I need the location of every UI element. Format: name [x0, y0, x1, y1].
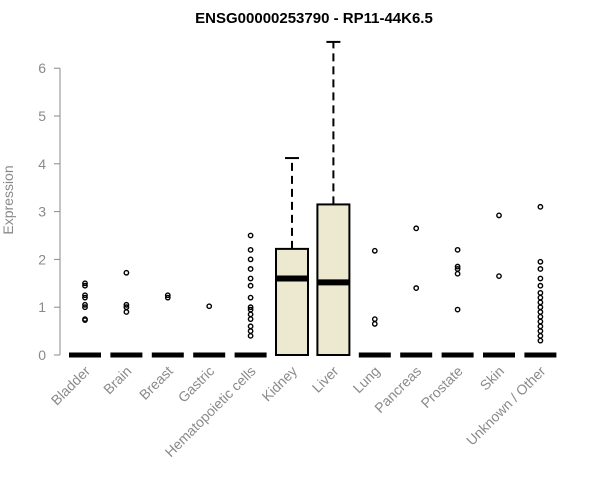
y-tick-label: 3 [38, 204, 46, 220]
box-group [441, 246, 474, 358]
x-tick-label: Brain [100, 363, 134, 397]
outlier-point [82, 292, 88, 299]
y-tick-label: 4 [38, 156, 46, 172]
y-tick-label: 0 [38, 347, 46, 363]
outlier-point [496, 212, 502, 219]
outlier-point [206, 303, 213, 310]
box-iqr [275, 247, 309, 356]
outlier-point [247, 294, 254, 301]
outlier-point [123, 301, 130, 308]
y-axis: 0 1 2 3 4 5 6 [38, 60, 61, 363]
outlier-point [537, 275, 544, 282]
outlier-point [82, 301, 88, 308]
outlier-point [413, 285, 420, 291]
outlier-point [247, 332, 254, 339]
y-axis-label: Expression [0, 165, 16, 234]
outlier-point [82, 282, 88, 289]
box-group [483, 212, 515, 358]
outlier-point [371, 247, 378, 254]
outlier-point [454, 266, 461, 272]
outlier-point [247, 316, 254, 323]
x-tick-label: Kidney [259, 363, 301, 405]
outlier-point [247, 323, 254, 330]
y-tick-label: 1 [38, 299, 46, 315]
outlier-point [123, 269, 130, 276]
outlier-point [537, 266, 544, 272]
boxes-layer [69, 40, 557, 358]
box-group [69, 280, 101, 358]
outlier-point [82, 280, 88, 287]
outlier-point [537, 323, 544, 330]
outlier-point [537, 309, 544, 315]
y-tick-label: 5 [38, 108, 46, 124]
outlier-point [454, 263, 461, 270]
outlier-point [247, 275, 254, 282]
outlier-point [537, 299, 544, 306]
box-group [358, 247, 391, 358]
x-tick-label: Breast [136, 363, 176, 403]
x-tick-label: Liver [309, 363, 342, 396]
outlier-point [247, 282, 254, 289]
box-group [400, 225, 433, 358]
outlier-point [123, 309, 130, 315]
box-group [193, 303, 226, 358]
outlier-point [371, 321, 378, 327]
outlier-point [537, 289, 544, 296]
outlier-point [247, 256, 254, 263]
outlier-point [537, 282, 544, 289]
outlier-point [247, 246, 254, 253]
chart-title: ENSG00000253790 - RP11-44K6.5 [195, 10, 433, 27]
box-group [316, 40, 351, 356]
outlier-point [82, 294, 88, 301]
outlier-point [537, 304, 544, 311]
outlier-point [537, 318, 544, 325]
x-tick-label: Unknown / Other [463, 363, 549, 449]
outlier-point [82, 304, 88, 311]
outlier-point [247, 232, 254, 239]
outlier-point [247, 311, 254, 318]
outlier-point [537, 203, 544, 210]
outlier-point [247, 306, 254, 313]
outlier-point [164, 294, 171, 301]
x-tick-label: Skin [477, 363, 508, 394]
box-group [234, 232, 267, 358]
outlier-point [123, 304, 130, 311]
box-group [110, 269, 143, 358]
outlier-point [413, 225, 420, 232]
y-tick-label: 6 [38, 60, 46, 76]
outlier-point [454, 270, 461, 277]
outlier-point [454, 246, 461, 253]
outlier-point [496, 273, 502, 280]
box-group [151, 292, 184, 358]
box-group [275, 157, 309, 356]
outlier-point [537, 328, 544, 334]
outlier-point [82, 316, 88, 323]
outlier-point [371, 316, 378, 323]
y-tick-label: 2 [38, 251, 46, 267]
outlier-point [247, 266, 254, 272]
outlier-point [537, 313, 544, 320]
outlier-point [164, 292, 171, 299]
outlier-point [537, 258, 544, 265]
outlier-point [247, 328, 254, 334]
outlier-point [247, 304, 254, 311]
outlier-point [537, 332, 544, 339]
x-tick-label: Prostate [418, 363, 466, 411]
outlier-point [537, 337, 544, 344]
outlier-point [454, 306, 461, 313]
x-tick-label: Lung [350, 363, 383, 396]
box-group [524, 203, 557, 358]
x-tick-label: Bladder [48, 363, 94, 409]
outlier-point [537, 294, 544, 301]
